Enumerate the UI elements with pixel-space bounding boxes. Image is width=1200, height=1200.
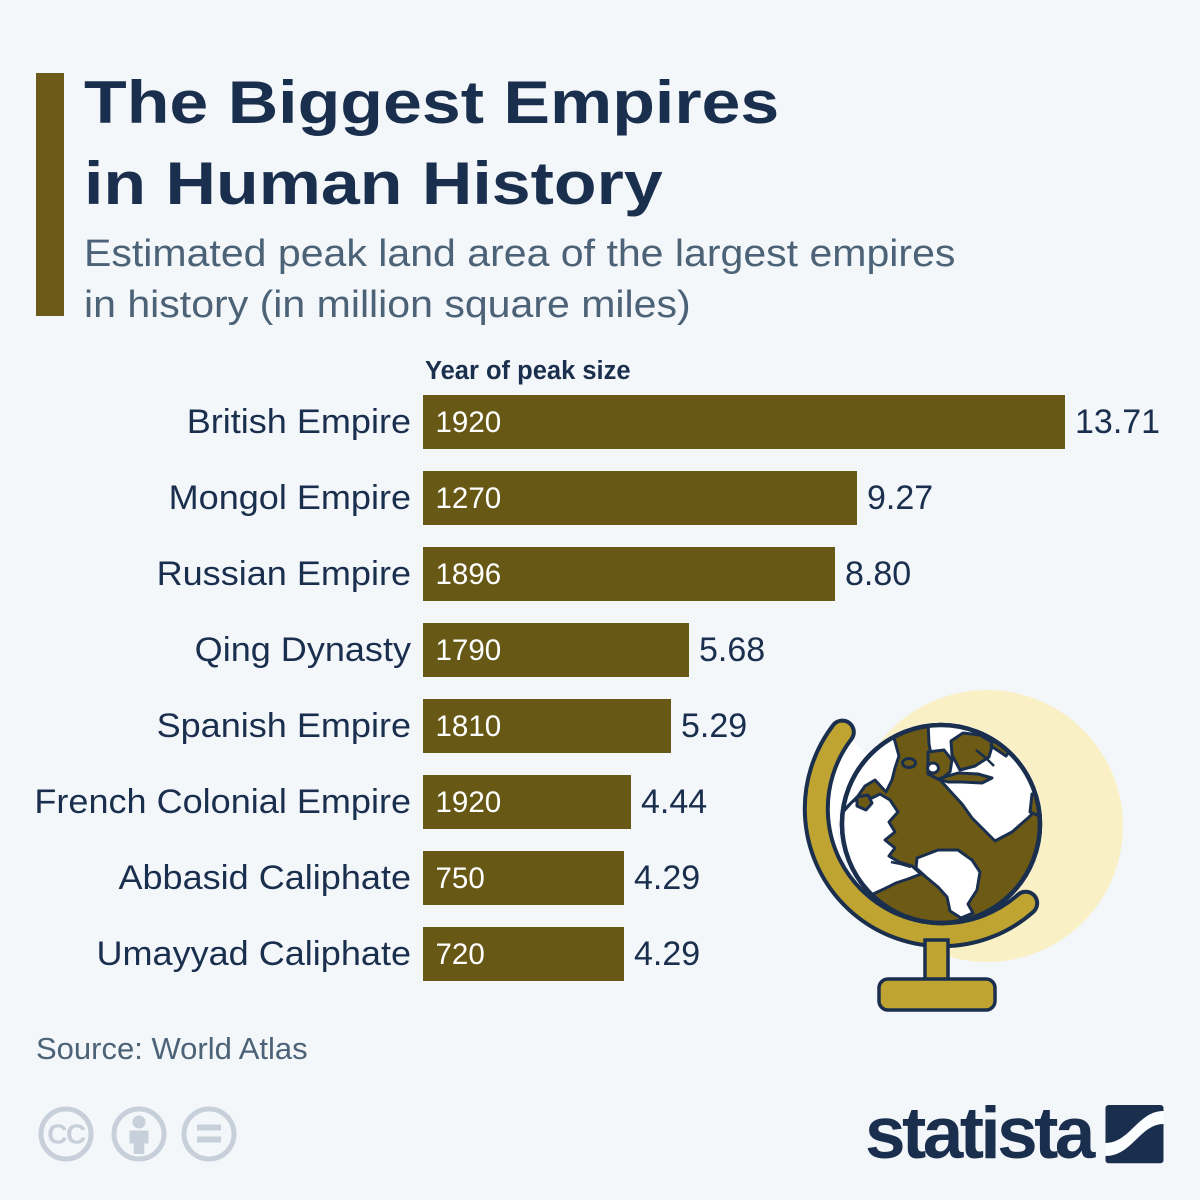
svg-text:CC: CC <box>47 1119 86 1150</box>
